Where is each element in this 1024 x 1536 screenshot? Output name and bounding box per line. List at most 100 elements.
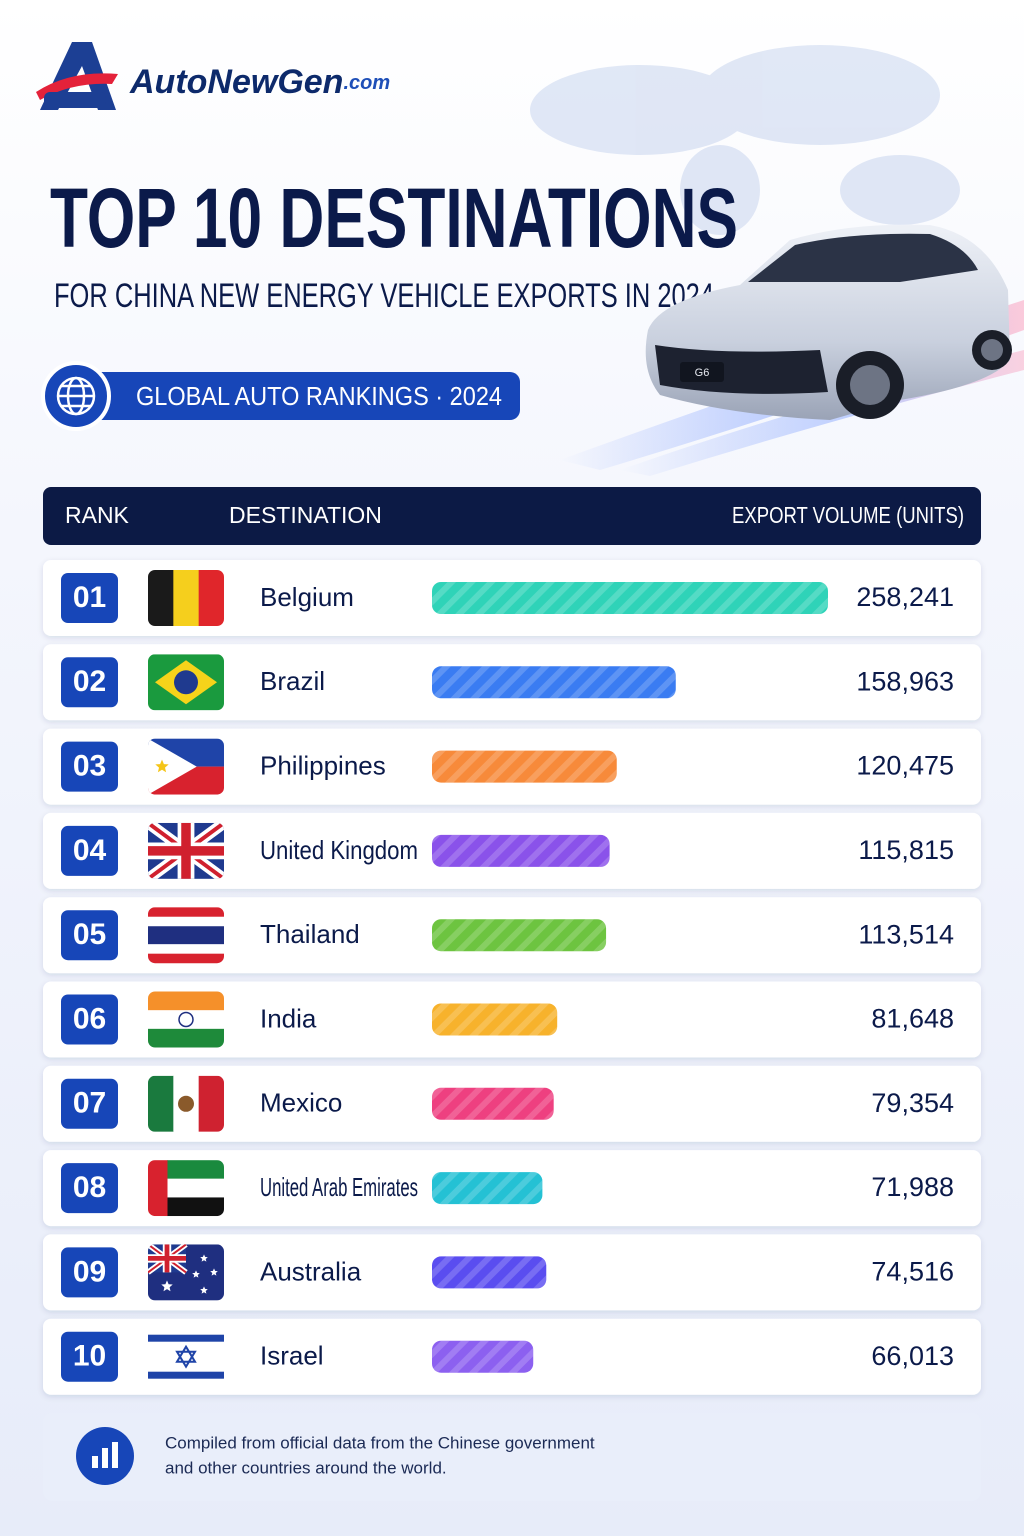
rank-box: [61, 657, 118, 708]
table-header: [43, 487, 981, 545]
footnote-icon-bars: [92, 1442, 118, 1468]
rank-box: [61, 573, 118, 623]
country-name: Brazil: [260, 666, 325, 696]
rank-box: [61, 825, 118, 876]
flag-body: [148, 654, 224, 711]
flag-body: [148, 822, 224, 879]
flag-body: [148, 1160, 224, 1217]
value-label: 115,815: [858, 835, 954, 865]
rank-label: 08: [73, 1171, 106, 1204]
bar-texture: [432, 1172, 543, 1205]
flag-part: [148, 1244, 186, 1273]
flag-part: [148, 1075, 174, 1132]
value-label: 66,013: [871, 1341, 954, 1371]
country-name: Mexico: [260, 1088, 342, 1118]
rank-label: 03: [73, 750, 106, 783]
header-destination: DESTINATION: [229, 502, 382, 528]
flag-part: [173, 570, 200, 626]
bar-texture: [432, 666, 676, 699]
flag-part: [210, 1268, 218, 1276]
value-label: 79,354: [871, 1088, 954, 1118]
flag: [148, 1244, 224, 1301]
rank-box: [61, 1247, 118, 1298]
bar-texture: [432, 582, 828, 614]
rank-label: 09: [73, 1255, 106, 1288]
flag-body: [148, 1328, 224, 1385]
car-illustration: G6: [560, 224, 1024, 476]
country-name: Philippines: [260, 750, 386, 780]
rank-box: [61, 910, 118, 961]
country-name: India: [260, 1003, 317, 1033]
flag-part: [155, 759, 169, 773]
world-map: [530, 45, 960, 235]
rank-label: 05: [73, 918, 106, 951]
flag: [148, 1328, 224, 1385]
flag-body: [148, 907, 224, 964]
subtitle: FOR CHINA NEW ENERGY VEHICLE EXPORTS IN …: [54, 277, 714, 315]
flag-part: [167, 1197, 224, 1217]
footnote-box: [43, 1413, 981, 1501]
value-label: 71,988: [871, 1172, 954, 1202]
rank-box: [61, 994, 118, 1045]
flag: [148, 654, 224, 711]
flag: [148, 1075, 224, 1132]
header-volume: EXPORT VOLUME (UNITS): [732, 502, 964, 528]
value-label: 113,514: [858, 919, 954, 949]
car-badge: G6: [695, 367, 710, 379]
flag-part: [148, 822, 224, 879]
rank-box: [61, 1163, 118, 1214]
flag-part: [148, 738, 197, 795]
footnote-line: Compiled from official data from the Chi…: [165, 1433, 595, 1452]
flag-part: [148, 944, 224, 955]
bar-texture: [432, 1340, 534, 1373]
flag-part: [178, 1011, 194, 1028]
country-name: United Kingdom: [260, 835, 418, 865]
brand-suffix: .com: [343, 72, 390, 94]
bar-texture: [432, 834, 610, 867]
rank-box: [61, 741, 118, 792]
title: TOP 10 DESTINATIONS: [50, 171, 738, 265]
flag: [148, 822, 224, 879]
flag-part: [148, 570, 174, 626]
flag-part: [167, 1160, 224, 1179]
flag-body: [148, 1075, 224, 1132]
flag-part: [148, 1010, 224, 1030]
rank-label: 01: [73, 581, 106, 614]
country-name: Israel: [260, 1341, 324, 1371]
value-label: 120,475: [856, 751, 954, 781]
flag-part: [198, 570, 224, 626]
rank-label: 04: [73, 834, 107, 867]
rank-label: 06: [73, 1002, 106, 1035]
flag-part: [148, 1160, 168, 1217]
flag: [148, 738, 224, 795]
flag-part: [198, 1075, 224, 1132]
country-name: Thailand: [260, 919, 360, 949]
flag: [148, 1160, 224, 1217]
flag-part: [175, 1344, 197, 1369]
flag: [148, 907, 224, 964]
flag-part: [148, 1334, 224, 1342]
bar-texture: [432, 1256, 547, 1289]
value-label: 81,648: [871, 1004, 954, 1034]
country-name: Belgium: [260, 582, 354, 612]
value-label: 74,516: [871, 1257, 954, 1287]
footnote-line: and other countries around the world.: [165, 1458, 447, 1477]
badge-text: GLOBAL AUTO RANKINGS · 2024: [136, 381, 502, 411]
flag-part: [161, 1280, 173, 1292]
bar-texture: [432, 750, 617, 783]
flag-body: [148, 991, 224, 1048]
badge: GLOBAL AUTO RANKINGS · 2024: [41, 361, 520, 431]
logo: AutoNewGen.com: [36, 42, 390, 110]
flag-part: [148, 907, 224, 918]
flag-part: [148, 991, 224, 1011]
flag-part: [148, 1028, 224, 1048]
flag-part: [148, 953, 224, 964]
value-label: 258,241: [856, 582, 954, 612]
flag-part: [148, 926, 224, 945]
rank-label: 02: [73, 665, 106, 698]
country-name: Australia: [260, 1256, 362, 1286]
bar-texture: [432, 1003, 558, 1036]
flag-part: [200, 1254, 208, 1262]
brand-name-text: AutoNewGen: [129, 63, 343, 101]
flag-part: [148, 1371, 224, 1379]
